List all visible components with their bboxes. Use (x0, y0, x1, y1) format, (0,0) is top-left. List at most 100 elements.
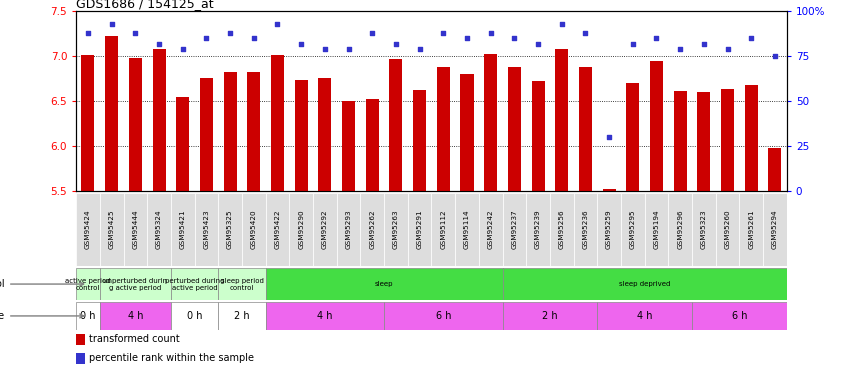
FancyBboxPatch shape (124, 193, 147, 266)
Text: GSM95263: GSM95263 (393, 209, 399, 249)
Text: GSM95256: GSM95256 (558, 209, 565, 249)
FancyBboxPatch shape (597, 193, 621, 266)
Text: GSM95237: GSM95237 (511, 209, 518, 249)
Bar (223, 72, 237, 191)
Text: 4 h: 4 h (317, 311, 332, 321)
Bar (413, 90, 426, 191)
Bar (579, 67, 592, 191)
Text: GSM95262: GSM95262 (369, 209, 376, 249)
Bar (271, 56, 284, 191)
Bar (81, 56, 95, 191)
Point (152, 40, 166, 46)
Bar (76, 334, 85, 345)
Text: 0 h: 0 h (187, 311, 202, 321)
FancyBboxPatch shape (100, 193, 124, 266)
Point (626, 40, 640, 46)
Text: GSM95261: GSM95261 (748, 209, 755, 249)
Text: GSM95325: GSM95325 (227, 209, 233, 249)
Bar (176, 97, 190, 191)
Text: 4 h: 4 h (637, 311, 652, 321)
FancyBboxPatch shape (692, 302, 787, 330)
Point (318, 46, 332, 52)
Point (129, 30, 142, 36)
FancyBboxPatch shape (384, 302, 503, 330)
Point (223, 30, 237, 36)
Bar (294, 80, 308, 191)
FancyBboxPatch shape (100, 268, 171, 300)
Point (768, 53, 782, 59)
Bar (508, 67, 521, 191)
Bar (555, 49, 569, 191)
FancyBboxPatch shape (337, 193, 360, 266)
Text: GSM95296: GSM95296 (677, 209, 684, 249)
FancyBboxPatch shape (645, 193, 668, 266)
Text: sleep: sleep (375, 281, 393, 287)
FancyBboxPatch shape (739, 193, 763, 266)
Text: GSM95293: GSM95293 (345, 209, 352, 249)
Point (271, 21, 284, 27)
FancyBboxPatch shape (76, 302, 100, 330)
Point (508, 35, 521, 41)
FancyBboxPatch shape (195, 193, 218, 266)
Text: GSM95424: GSM95424 (85, 209, 91, 249)
FancyBboxPatch shape (526, 193, 550, 266)
FancyBboxPatch shape (621, 193, 645, 266)
Text: unperturbed durin
g active period: unperturbed durin g active period (103, 278, 168, 291)
Text: GSM95425: GSM95425 (108, 209, 115, 249)
Point (247, 35, 261, 41)
Text: active period
control: active period control (65, 278, 111, 291)
Text: GSM95292: GSM95292 (321, 209, 328, 249)
FancyBboxPatch shape (147, 193, 171, 266)
Point (460, 35, 474, 41)
Text: GSM95324: GSM95324 (156, 209, 162, 249)
FancyBboxPatch shape (455, 193, 479, 266)
Text: GSM95112: GSM95112 (440, 209, 447, 249)
Text: GSM95239: GSM95239 (535, 209, 541, 249)
Bar (152, 49, 166, 191)
FancyBboxPatch shape (218, 193, 242, 266)
Point (744, 35, 758, 41)
Point (342, 46, 355, 52)
Bar (744, 85, 758, 191)
Text: 6 h: 6 h (436, 311, 451, 321)
Bar (437, 67, 450, 191)
FancyBboxPatch shape (550, 193, 574, 266)
Point (650, 35, 663, 41)
FancyBboxPatch shape (313, 193, 337, 266)
FancyBboxPatch shape (503, 302, 597, 330)
Bar (460, 74, 474, 191)
Point (602, 134, 616, 140)
FancyBboxPatch shape (171, 193, 195, 266)
Text: GSM95420: GSM95420 (250, 209, 257, 249)
FancyBboxPatch shape (668, 193, 692, 266)
FancyBboxPatch shape (242, 193, 266, 266)
Text: GSM95421: GSM95421 (179, 209, 186, 249)
Text: GSM95444: GSM95444 (132, 209, 139, 249)
Bar (76, 352, 85, 364)
Bar (626, 83, 640, 191)
FancyBboxPatch shape (763, 193, 787, 266)
Point (413, 46, 426, 52)
Text: GSM95259: GSM95259 (606, 209, 613, 249)
FancyBboxPatch shape (574, 193, 597, 266)
Point (365, 30, 379, 36)
FancyBboxPatch shape (503, 193, 526, 266)
Point (555, 21, 569, 27)
Bar (105, 36, 118, 191)
Bar (697, 92, 711, 191)
Text: sleep deprived: sleep deprived (619, 281, 670, 287)
Text: GSM95242: GSM95242 (487, 209, 494, 249)
Text: GSM95323: GSM95323 (700, 209, 707, 249)
Text: GSM95260: GSM95260 (724, 209, 731, 249)
Point (673, 46, 687, 52)
Bar (673, 92, 687, 191)
Bar (342, 101, 355, 191)
Point (105, 21, 118, 27)
FancyBboxPatch shape (266, 302, 384, 330)
Point (531, 40, 545, 46)
Bar (389, 59, 403, 191)
Point (721, 46, 734, 52)
Point (484, 30, 497, 36)
Bar (318, 78, 332, 191)
Bar (531, 81, 545, 191)
